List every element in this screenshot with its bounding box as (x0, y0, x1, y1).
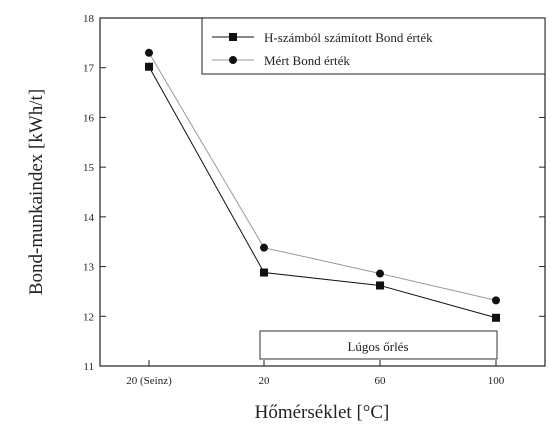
legend-marker-1 (229, 33, 237, 41)
x-tick-label: 60 (375, 375, 387, 387)
legend: H-számból számított Bond érték Mért Bond… (201, 17, 546, 75)
data-point-s2-2 (260, 243, 268, 252)
x-axis-title: Hőmérséklet [°C] (255, 402, 390, 423)
x-tick-label: 20 (Seinz) (126, 375, 172, 387)
y-axis: 11 12 13 14 15 16 17 18 (83, 13, 545, 373)
y-tick-label: 11 (83, 361, 94, 373)
series-line-1 (148, 66, 497, 319)
y-tick-label: 18 (83, 13, 95, 25)
y-axis-title: Bond-munkaindex [kWh/t] (26, 89, 47, 295)
annotation-text: Lúgos őrlés (347, 339, 408, 354)
data-point-s2-1 (145, 48, 153, 57)
data-point-s2-3 (376, 269, 384, 278)
legend-marker-2 (229, 56, 237, 64)
data-point-s1-2 (260, 268, 268, 277)
x-tick-label: 100 (488, 375, 505, 387)
y-tick-label: 15 (83, 162, 95, 174)
series-lines (148, 52, 497, 319)
series-line-2 (148, 52, 497, 301)
legend-label-2: Mért Bond érték (264, 53, 350, 68)
data-point-s1-4 (492, 313, 500, 322)
y-tick-label: 12 (83, 311, 94, 323)
y-tick-label: 17 (83, 63, 95, 75)
annotation-box (259, 330, 498, 360)
series-points (145, 48, 500, 322)
annotation: Lúgos őrlés (259, 330, 498, 360)
y-tick-label: 16 (83, 112, 95, 124)
legend-label-1: H-számból számított Bond érték (264, 30, 433, 45)
y-tick-label: 13 (83, 262, 95, 274)
data-point-s1-1 (145, 62, 153, 71)
legend-box (201, 17, 546, 75)
x-axis: 20 (Seinz) 20 60 100 (126, 360, 505, 387)
data-point-s1-3 (376, 281, 384, 290)
data-point-s2-4 (492, 296, 500, 305)
x-tick-label: 20 (259, 375, 271, 387)
y-tick-label: 14 (83, 212, 95, 224)
